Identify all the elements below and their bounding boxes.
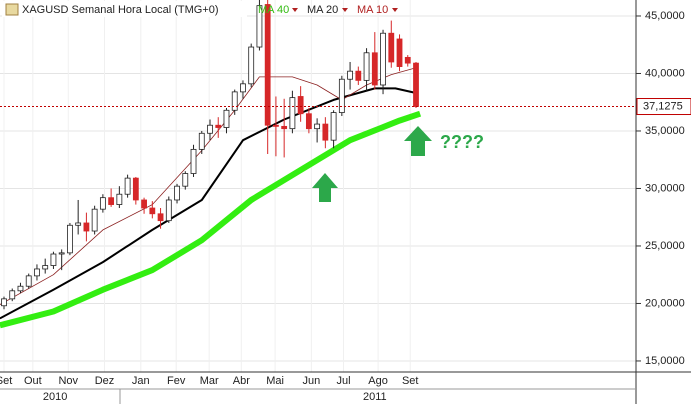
candle-body	[338, 78, 345, 113]
y-tick-label: 30,0000	[645, 182, 685, 194]
x-tick-label: Abr	[233, 375, 250, 387]
y-tick-label: 45,0000	[645, 10, 685, 22]
candle-body	[165, 199, 172, 222]
year-label: 2011	[363, 391, 387, 403]
icon	[5, 3, 19, 16]
candle-body	[50, 253, 57, 266]
candle-body	[99, 197, 106, 210]
candle-body	[273, 124, 279, 127]
y-tick-label: 15,0000	[645, 355, 685, 367]
ma-line	[0, 110, 422, 329]
arrow	[404, 126, 432, 156]
candle-body	[198, 132, 205, 150]
x-tick-label: Jun	[302, 375, 320, 387]
annotation: ????	[440, 132, 484, 152]
candle-body	[190, 148, 197, 174]
candle-body	[215, 124, 222, 128]
candle-body	[17, 285, 24, 292]
x-tick-label: Nov	[58, 375, 78, 387]
candle-body	[25, 275, 32, 287]
candle-body	[240, 83, 246, 93]
candle-body	[281, 125, 288, 130]
x-tick-label: Mai	[266, 375, 284, 387]
arrow	[312, 173, 338, 202]
chart-title: XAGUSD Semanal Hora Local (TMG+0)	[22, 4, 219, 16]
candle-body	[380, 32, 386, 86]
candle-body	[355, 70, 362, 81]
legend-entry: MA 40	[258, 4, 289, 16]
candle-body	[322, 123, 329, 141]
x-tick-label: Set	[402, 375, 419, 387]
candle-body	[297, 96, 304, 115]
candle-body	[413, 62, 419, 107]
y-tick-label: 35,0000	[645, 125, 685, 137]
dropdown	[342, 8, 348, 12]
candle-body	[124, 177, 131, 195]
x-tick-label: Out	[24, 375, 42, 387]
x-tick-label: Jan	[132, 375, 150, 387]
candle-body	[182, 173, 189, 187]
candle-body	[264, 4, 271, 126]
y-tick-label: 20,0000	[645, 297, 685, 309]
candle-body	[314, 123, 321, 130]
y-tick-label: 40,0000	[645, 67, 685, 79]
legend-entry: MA 10	[357, 4, 388, 16]
plot	[0, 0, 636, 372]
candle-body	[58, 252, 65, 255]
candle-body	[83, 222, 90, 232]
candle-body	[75, 222, 82, 226]
price-label: 37,1275	[643, 100, 683, 112]
year-label: 2010	[43, 391, 67, 403]
x-tick-label: Jul	[336, 375, 350, 387]
candle-body	[67, 224, 73, 254]
header-box	[2, 1, 247, 17]
candle-body	[1, 298, 7, 307]
candle-body	[174, 185, 180, 201]
candle-body	[404, 56, 411, 64]
y-tick-label: 25,0000	[645, 240, 685, 252]
x-tick-label: Ago	[368, 375, 388, 387]
candle-body	[289, 97, 296, 130]
x-tick-label: Mar	[200, 375, 219, 387]
candle-body	[91, 208, 98, 232]
candle-body	[248, 46, 255, 85]
candle-body	[149, 207, 156, 215]
candle-body	[305, 113, 312, 130]
candle-body	[371, 52, 378, 86]
dropdown	[292, 8, 298, 12]
candle-body	[34, 268, 40, 277]
dropdown	[392, 8, 398, 12]
candle-body	[231, 91, 238, 111]
candle-body	[108, 197, 115, 205]
price-box	[636, 98, 691, 116]
candle-body	[141, 199, 147, 209]
candle-body	[256, 5, 263, 48]
x-tick-label: Fev	[167, 375, 186, 387]
candle-body	[330, 112, 337, 141]
candle-body	[157, 213, 164, 222]
legend-entry: MA 20	[307, 4, 338, 16]
candle-body	[396, 38, 403, 67]
x-tick-label: Dez	[95, 375, 115, 387]
candle-body	[207, 124, 213, 134]
candle-body	[132, 177, 139, 201]
x-tick-label: Set	[0, 375, 12, 387]
candle-body	[347, 70, 353, 80]
candle-body	[42, 265, 49, 270]
candle-body	[363, 52, 370, 81]
ma-line	[0, 87, 417, 320]
candle-body	[116, 193, 123, 205]
candle-body	[388, 32, 395, 63]
candle-body	[223, 109, 230, 128]
candle-body	[9, 290, 16, 300]
